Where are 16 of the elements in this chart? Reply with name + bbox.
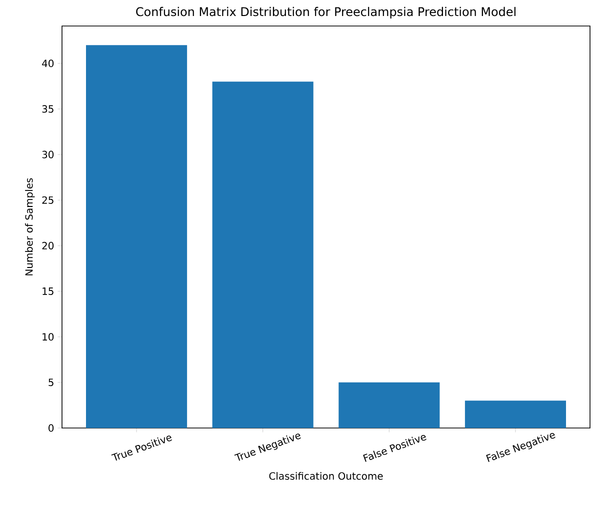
bar xyxy=(212,82,314,428)
bar xyxy=(86,45,188,428)
y-tick-label: 25 xyxy=(42,196,54,204)
y-tick-label: 10 xyxy=(42,333,54,341)
bar xyxy=(464,400,566,428)
y-axis-title: Number of Samples xyxy=(25,178,35,276)
y-tick-label: 5 xyxy=(48,378,54,386)
chart-title: Confusion Matrix Distribution for Preeclampsia Prediction Model xyxy=(136,6,516,18)
y-tick-label: 40 xyxy=(42,60,54,68)
y-tick-label: 0 xyxy=(48,424,54,432)
y-tick-label: 30 xyxy=(42,150,54,158)
y-tick-label: 35 xyxy=(42,105,54,113)
y-tick-label: 20 xyxy=(42,242,54,250)
x-axis-title: Classification Outcome xyxy=(269,472,383,480)
bar xyxy=(338,382,440,428)
y-tick-label: 15 xyxy=(42,288,54,295)
